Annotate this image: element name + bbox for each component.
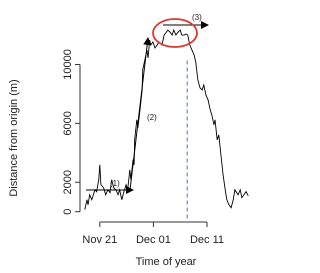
annotation: (2) <box>147 113 157 122</box>
y-tick-label: 6000 <box>62 111 74 135</box>
highlight-ellipse <box>152 18 198 48</box>
x-tick-label: Dec 01 <box>136 234 171 246</box>
y-axis-label: Distance from origin (m) <box>8 79 20 196</box>
x-tick-label: Dec 11 <box>190 234 224 246</box>
x-axis-label: Time of year <box>136 256 197 268</box>
annotation: (3) <box>192 13 202 22</box>
chart: Dec 11 Dec 01 Nov 21 10000 6000 2000 0 Time of… <box>8 13 249 268</box>
y-tick-label: 2000 <box>62 170 74 194</box>
x-tick-label: Nov 21 <box>82 234 117 246</box>
annotation: (1) <box>110 179 120 188</box>
arrow <box>129 37 152 191</box>
y-tick-label: 0 <box>62 209 74 215</box>
y-tick-label: 10000 <box>62 49 74 80</box>
